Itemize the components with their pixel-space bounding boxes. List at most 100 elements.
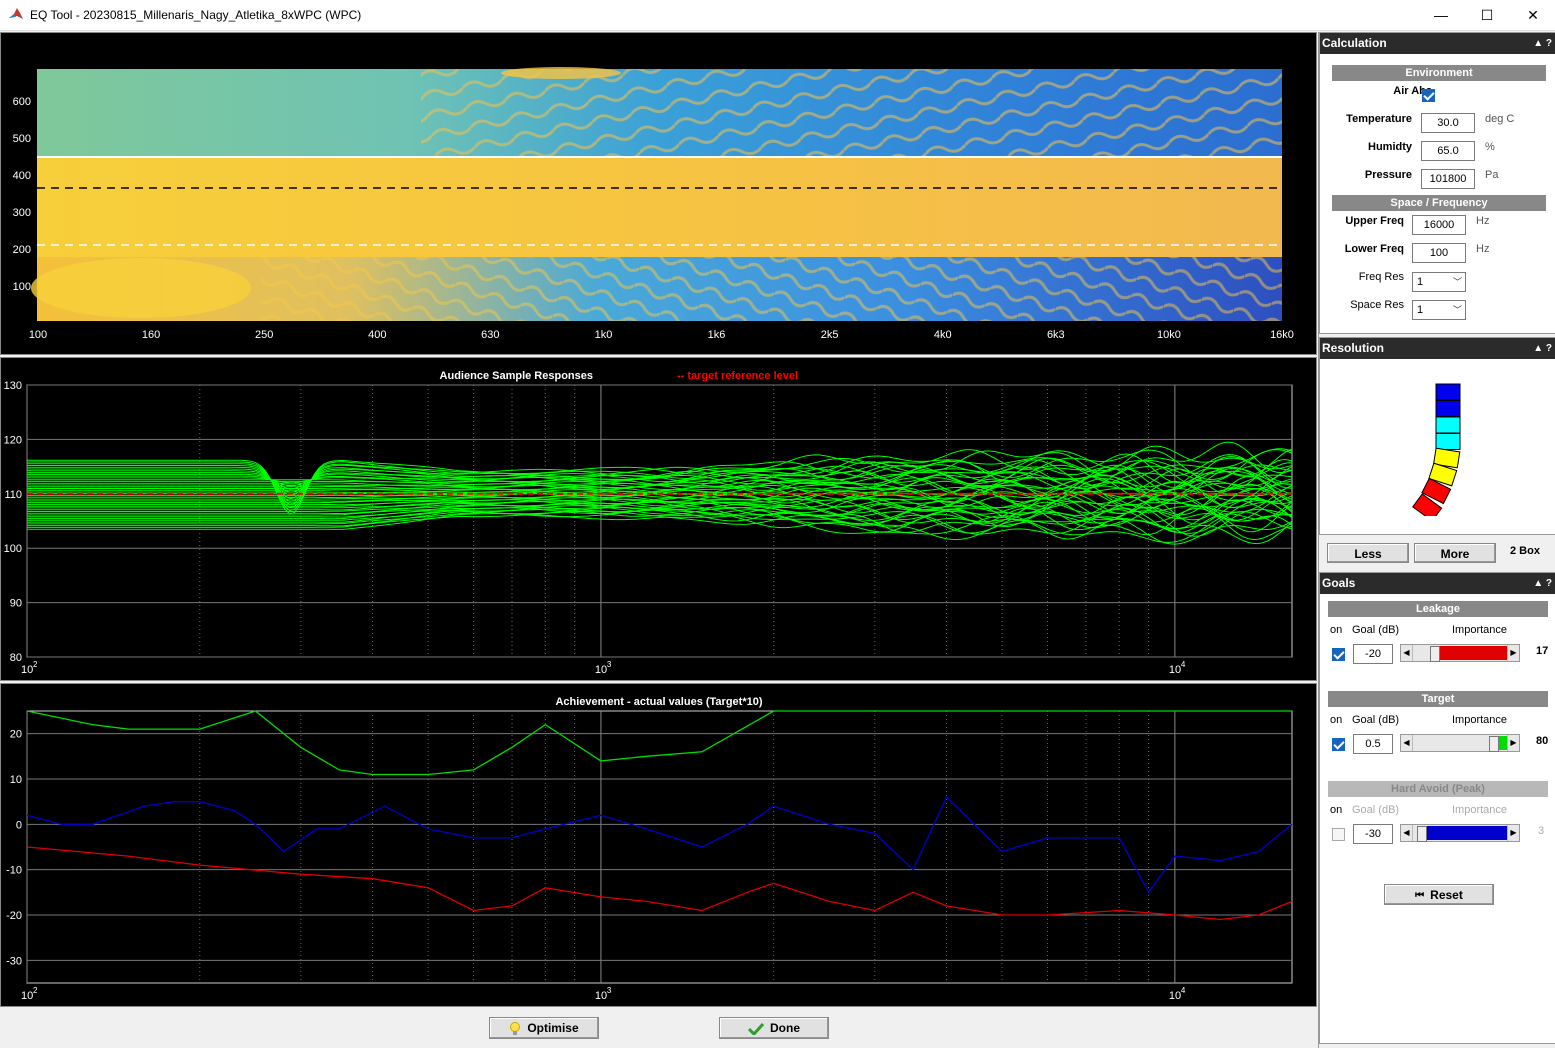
- matlab-icon: [8, 7, 24, 23]
- target-importance-label: Importance: [1452, 714, 1508, 726]
- lower-freq-field[interactable]: 100: [1412, 243, 1466, 263]
- target-importance-slider[interactable]: ◀ ▶: [1400, 734, 1520, 752]
- array-box[interactable]: [1435, 416, 1461, 434]
- slider-right-arrow-icon[interactable]: ▶: [1507, 735, 1519, 751]
- optimise-button[interactable]: Optimise: [489, 1017, 599, 1039]
- array-box[interactable]: [1421, 477, 1452, 505]
- spatial-frequency-heatmap[interactable]: 600 500 400 300 200 100 100 160 250 400 630 1k0 1k6…: [0, 32, 1317, 355]
- target-goal-field[interactable]: 0.5: [1353, 734, 1393, 754]
- slider-thumb[interactable]: [1430, 646, 1440, 662]
- y-tick-label: 100: [4, 543, 22, 555]
- array-box[interactable]: [1435, 400, 1461, 417]
- response-curve: [27, 493, 1293, 524]
- humidity-unit: %: [1485, 141, 1495, 153]
- x-tick-label: 10: [1169, 664, 1181, 676]
- hard-avoid-goal-label: Goal (dB): [1352, 804, 1400, 816]
- freq-res-select[interactable]: 1 ﹀: [1412, 272, 1466, 292]
- array-box[interactable]: [1412, 493, 1443, 516]
- y-tick-label: -10: [6, 865, 22, 877]
- section-collapse-help-icon[interactable]: ▲ ?: [1533, 38, 1552, 49]
- leakage-importance-value: 17: [1536, 645, 1549, 657]
- close-button[interactable]: ✕: [1527, 7, 1539, 23]
- heatmap-x-tick-label: 400: [368, 329, 386, 341]
- heatmap-y-tick-label: 500: [13, 133, 31, 145]
- hard-avoid-on-checkbox[interactable]: [1332, 828, 1345, 841]
- section-collapse-help-icon[interactable]: ▲ ?: [1533, 343, 1552, 354]
- upper-freq-field[interactable]: 16000: [1412, 215, 1466, 235]
- slider-left-arrow-icon[interactable]: ◀: [1401, 645, 1413, 661]
- hard-avoid-goal-field[interactable]: -30: [1353, 824, 1393, 844]
- leakage-goal-field[interactable]: -20: [1353, 644, 1393, 664]
- slider-thumb[interactable]: [1417, 826, 1427, 842]
- response-curve: [27, 511, 1293, 543]
- x-tick-exponent: 2: [33, 660, 38, 669]
- less-button[interactable]: Less: [1327, 543, 1409, 563]
- temperature-field[interactable]: 30.0: [1421, 113, 1475, 133]
- target-on-checkbox[interactable]: [1332, 738, 1345, 751]
- response-curve: [27, 448, 1293, 502]
- heatmap-x-tick-label: 4k0: [934, 329, 952, 341]
- achievement-chart[interactable]: 20 10 0 -10 -20 -30 10 2 10 3 10 4 Achievement - ac…: [0, 683, 1317, 1007]
- humidity-field[interactable]: 65.0: [1421, 141, 1475, 161]
- array-box[interactable]: [1433, 447, 1461, 469]
- chevron-down-icon: ﹀: [1452, 277, 1462, 287]
- maximize-button[interactable]: ☐: [1480, 7, 1494, 23]
- leakage-subheader: Leakage: [1328, 601, 1548, 617]
- chevron-down-icon: ﹀: [1452, 305, 1462, 315]
- section-collapse-help-icon[interactable]: ▲ ?: [1533, 578, 1552, 589]
- space-res-select[interactable]: 1 ﹀: [1412, 300, 1466, 320]
- slider-left-arrow-icon[interactable]: ◀: [1401, 825, 1413, 841]
- x-tick-exponent: 4: [1181, 660, 1186, 669]
- heatmap-y-tick-label: 300: [13, 207, 31, 219]
- freq-res-value: 1: [1417, 276, 1424, 288]
- minimize-button[interactable]: —: [1434, 7, 1448, 23]
- y-tick-label: 130: [4, 380, 22, 392]
- response-curve: [27, 456, 1293, 496]
- x-tick-label: 10: [595, 664, 607, 676]
- air-abs-checkbox[interactable]: [1422, 89, 1435, 102]
- hard-avoid-achievement-line: [26, 795, 1293, 894]
- audience-responses-chart[interactable]: 130 120 110 100 90 80 10 2 10 3 10 4 Audience Sampl…: [0, 357, 1317, 681]
- hard-avoid-importance-slider[interactable]: ◀ ▶: [1400, 824, 1520, 842]
- slider-thumb[interactable]: [1489, 736, 1499, 752]
- slider-right-arrow-icon[interactable]: ▶: [1507, 825, 1519, 841]
- slider-left-arrow-icon[interactable]: ◀: [1401, 735, 1413, 751]
- x-tick-exponent: 2: [33, 986, 38, 995]
- slider-fill: [1497, 736, 1508, 750]
- response-curve: [27, 499, 1293, 534]
- bottom-toolbar: Optimise Done: [0, 1008, 1317, 1048]
- x-tick-exponent: 4: [1181, 986, 1186, 995]
- heatmap-x-tick-label: 2k5: [821, 329, 839, 341]
- goals-header[interactable]: Goals ▲ ?: [1320, 573, 1555, 594]
- x-tick-label: 10: [595, 990, 607, 1002]
- environment-subheader: Environment: [1332, 65, 1546, 81]
- heatmap-image: [31, 67, 1282, 321]
- slider-right-arrow-icon[interactable]: ▶: [1507, 645, 1519, 661]
- resolution-section: Resolution ▲ ?: [1319, 337, 1555, 535]
- upper-freq-label: Upper Freq: [1345, 215, 1404, 227]
- air-abs-label: Air Abs: [1393, 85, 1432, 97]
- hard-avoid-importance-label: Importance: [1452, 804, 1508, 816]
- plot-frame: [26, 384, 1293, 658]
- calculation-title: Calculation: [1322, 36, 1387, 50]
- array-box[interactable]: [1435, 433, 1461, 450]
- responses-subtitle: -- target reference level: [677, 370, 798, 382]
- more-button[interactable]: More: [1414, 543, 1496, 563]
- lightbulb-icon: [510, 1021, 521, 1035]
- pressure-field[interactable]: 101800: [1421, 169, 1475, 189]
- slider-fill: [1438, 646, 1508, 660]
- reset-button[interactable]: ⏮ Reset: [1384, 884, 1494, 905]
- resolution-header[interactable]: Resolution ▲ ?: [1320, 338, 1555, 359]
- array-box[interactable]: [1435, 383, 1461, 401]
- y-tick-label: 110: [4, 489, 22, 501]
- done-button[interactable]: Done: [719, 1017, 829, 1039]
- heatmap-x-tick-label: 6k3: [1047, 329, 1065, 341]
- heatmap-x-tick-label: 100: [29, 329, 47, 341]
- temperature-label: Temperature: [1346, 113, 1412, 125]
- calculation-header[interactable]: Calculation ▲ ?: [1320, 33, 1555, 54]
- x-tick-exponent: 3: [607, 986, 612, 995]
- leakage-importance-slider[interactable]: ◀ ▶: [1400, 644, 1520, 662]
- response-curve: [27, 487, 1293, 520]
- array-box[interactable]: [1428, 462, 1458, 487]
- leakage-on-checkbox[interactable]: [1332, 648, 1345, 661]
